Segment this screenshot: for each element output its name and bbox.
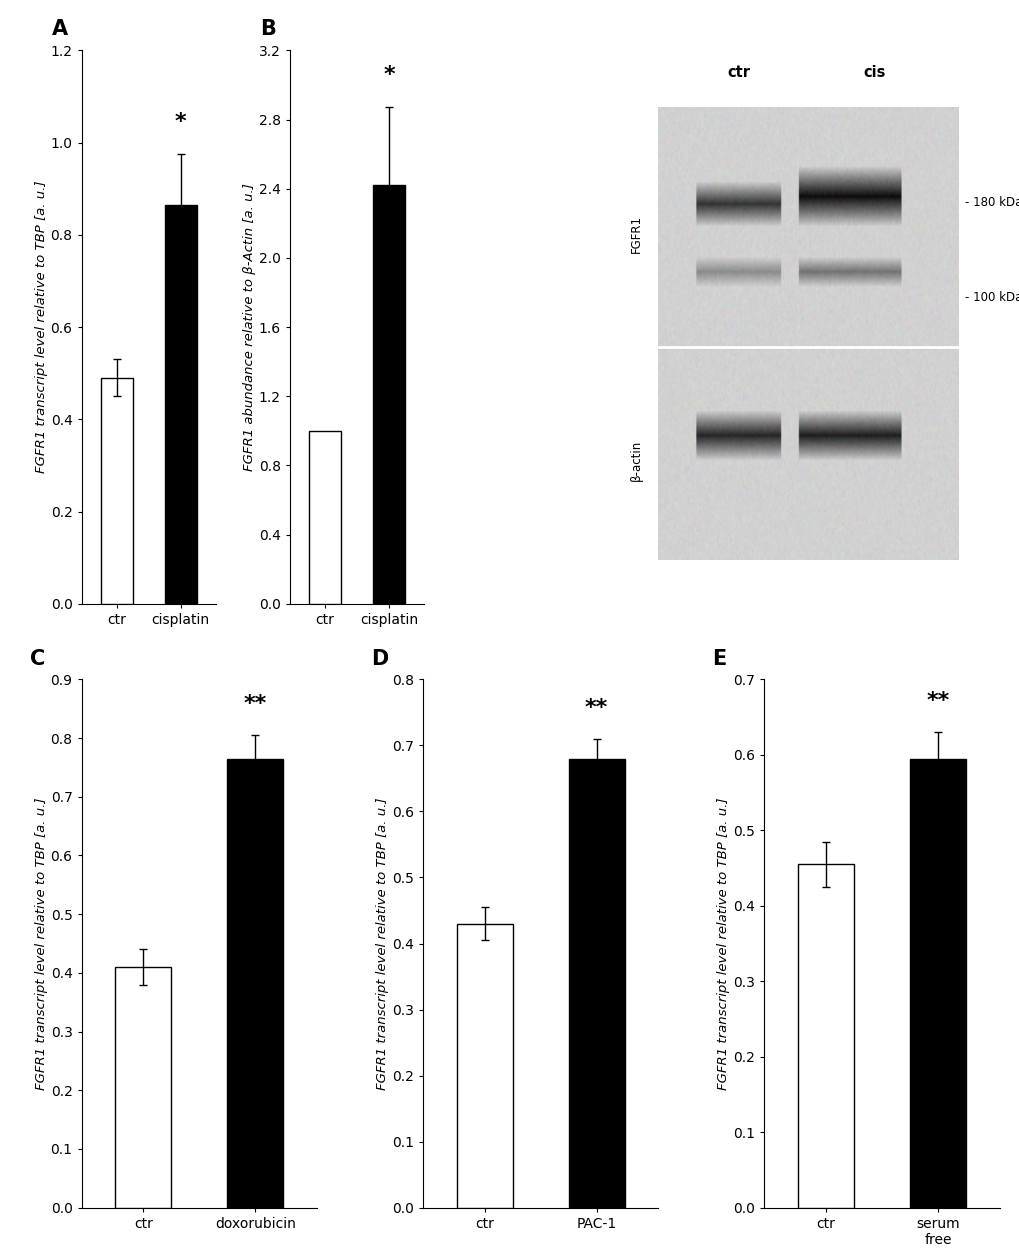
- Bar: [909, 759, 965, 1208]
- Text: C: C: [30, 649, 45, 669]
- Text: cis: cis: [862, 64, 884, 79]
- Text: B: B: [260, 19, 276, 39]
- Bar: [115, 967, 171, 1208]
- Text: β-actin: β-actin: [630, 439, 642, 481]
- Bar: [797, 864, 853, 1208]
- Bar: [373, 185, 405, 604]
- Text: **: **: [244, 694, 267, 715]
- Text: D: D: [371, 649, 388, 669]
- Text: ctr: ctr: [727, 64, 750, 79]
- Y-axis label: FGFR1 transcript level relative to TBP [a. u.]: FGFR1 transcript level relative to TBP […: [35, 798, 48, 1089]
- Text: *: *: [175, 112, 186, 132]
- Bar: [101, 377, 132, 604]
- Y-axis label: FGFR1 abundance relative to β-Actin [a. u.]: FGFR1 abundance relative to β-Actin [a. …: [243, 184, 256, 470]
- Text: FGFR1: FGFR1: [630, 215, 642, 253]
- Text: **: **: [925, 691, 949, 711]
- Y-axis label: FGFR1 transcript level relative to TBP [a. u.]: FGFR1 transcript level relative to TBP […: [716, 798, 730, 1089]
- Text: - 180 kDa: - 180 kDa: [964, 195, 1019, 209]
- Text: *: *: [383, 65, 394, 86]
- Text: **: **: [585, 698, 607, 717]
- Bar: [568, 759, 624, 1208]
- Bar: [309, 430, 340, 604]
- Text: A: A: [52, 19, 68, 39]
- Text: E: E: [711, 649, 726, 669]
- Bar: [457, 923, 513, 1208]
- Y-axis label: FGFR1 transcript level relative to TBP [a. u.]: FGFR1 transcript level relative to TBP […: [35, 181, 48, 473]
- Bar: [227, 759, 283, 1208]
- Y-axis label: FGFR1 transcript level relative to TBP [a. u.]: FGFR1 transcript level relative to TBP […: [376, 798, 388, 1089]
- Text: - 100 kDa: - 100 kDa: [964, 291, 1019, 303]
- Bar: [165, 205, 197, 604]
